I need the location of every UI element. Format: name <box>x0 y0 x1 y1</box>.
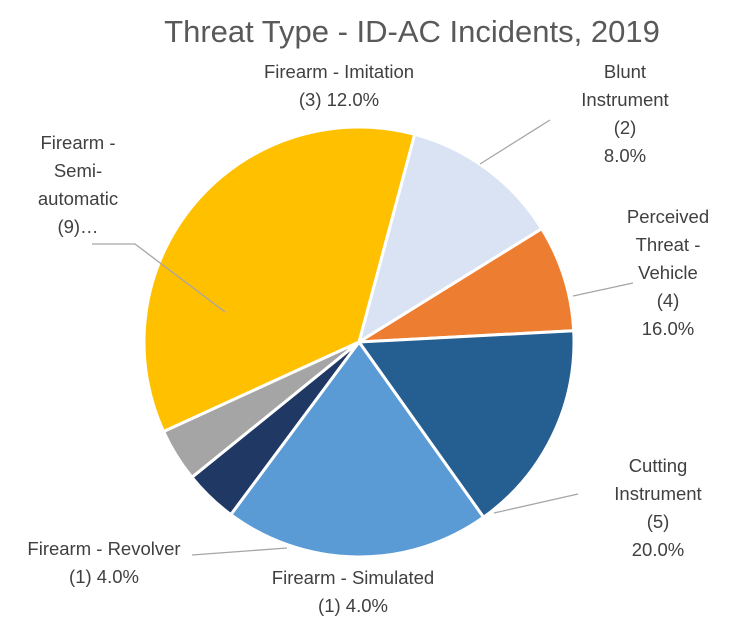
leader-line-perceived-threat-vehicle <box>572 282 634 297</box>
pie-slice-cutting-instrument <box>228 339 486 559</box>
leader-lines <box>92 119 634 556</box>
slice-label-firearm-imitation: Firearm - Imitation (3) 12.0% <box>264 61 414 110</box>
pie-slice-firearm-imitation <box>356 132 544 346</box>
slice-label-line: 8.0% <box>604 145 646 166</box>
slice-label-line: (3) 12.0% <box>299 89 379 110</box>
slice-label-line: Perceived <box>627 206 709 227</box>
pie-slice-firearm-semi-automatic <box>142 125 417 434</box>
slice-label-line: Cutting <box>629 455 688 476</box>
slice-label-line: Threat - <box>636 234 701 255</box>
slice-label-line: (5) <box>647 511 670 532</box>
pie-slice-blunt-instrument <box>358 226 576 344</box>
slice-label-line: Instrument <box>614 483 701 504</box>
slice-label-line: 16.0% <box>642 318 694 339</box>
slice-label-line: Vehicle <box>638 262 698 283</box>
slice-label-line: automatic <box>38 188 118 209</box>
leader-line-firearm-revolver <box>191 547 288 556</box>
slice-label-firearm-revolver: Firearm - Revolver (1) 4.0% <box>27 538 180 587</box>
slice-label-line: (9)… <box>57 216 98 237</box>
slice-label-line: Instrument <box>581 89 668 110</box>
slice-label-cutting-instrument: Cutting Instrument (5) 20.0% <box>614 455 701 560</box>
leader-line-firearm-semi-automatic <box>92 243 226 313</box>
slice-label-line: Blunt <box>604 61 646 82</box>
slice-label-line: Firearm - Simulated <box>272 567 434 588</box>
slice-label-firearm-simulated: Firearm - Simulated (1) 4.0% <box>272 567 434 616</box>
pie-slices <box>142 125 576 559</box>
slice-label-line: Firearm - <box>40 132 115 153</box>
slice-label-perceived-threat-vehicle: Perceived Threat - Vehicle (4) 16.0% <box>627 206 709 339</box>
slice-label-line: (1) 4.0% <box>318 595 388 616</box>
chart-title: Threat Type - ID-AC Incidents, 2019 <box>164 14 660 49</box>
slice-label-line: Firearm - Revolver <box>27 538 180 559</box>
slice-label-line: Firearm - Imitation <box>264 61 414 82</box>
slice-label-line: (2) <box>614 117 637 138</box>
slice-label-line: Semi- <box>54 160 102 181</box>
slice-label-line: 20.0% <box>632 539 684 560</box>
slice-label-line: (4) <box>657 290 680 311</box>
pie-slice-perceived-threat-vehicle <box>356 329 576 520</box>
slice-label-line: (1) 4.0% <box>69 566 139 587</box>
slice-label-blunt-instrument: Blunt Instrument (2) 8.0% <box>581 61 668 166</box>
slice-labels: Firearm - Imitation (3) 12.0% Blunt Instrum… <box>27 61 709 616</box>
leader-line-blunt-instrument <box>479 119 551 165</box>
leader-line-cutting-instrument <box>493 493 579 514</box>
slice-label-firearm-semi-automatic: Firearm - Semi-automatic (9)… <box>38 132 118 237</box>
